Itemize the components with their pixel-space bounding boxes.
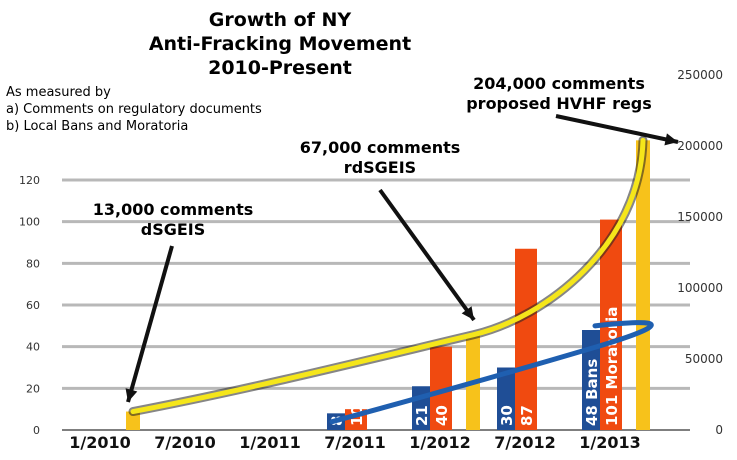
- title-line: Growth of NY: [208, 9, 352, 31]
- comments-bar: [636, 140, 650, 430]
- arrow-rdsgeis-shaft: [378, 188, 476, 322]
- left-tick-label: 20: [26, 382, 40, 395]
- x-tick-label: 7/2012: [494, 433, 556, 452]
- comments-bar: [126, 411, 140, 430]
- annotation-line: rdSGEIS: [343, 158, 417, 177]
- bans-value-label: 30: [498, 405, 516, 426]
- annotation-line: dSGEIS: [140, 220, 206, 239]
- bans-value-label: 48 Bans: [583, 359, 601, 426]
- chart-title: Growth of NY Anti-Fracking Movement 2010…: [120, 8, 440, 80]
- title-line: Anti-Fracking Movement: [148, 33, 412, 55]
- arrow-rdsgeis-head: [461, 306, 474, 320]
- annotation-line: 67,000 comments: [299, 138, 461, 157]
- right-tick-label: 150000: [677, 210, 723, 224]
- right-tick-label: 0: [715, 423, 723, 437]
- x-tick-label: 7/2010: [154, 433, 216, 452]
- bans-bar: [582, 330, 600, 430]
- left-tick-label: 100: [19, 216, 40, 229]
- right-tick-label: 100000: [677, 281, 723, 295]
- annotation-rdsgeis: 67,000 comments rdSGEIS: [282, 138, 478, 178]
- moratoria-value-label: 87: [518, 405, 536, 426]
- moratoria-value-label: 40: [433, 405, 451, 426]
- subtitle-line: a) Comments on regulatory documents: [6, 102, 262, 117]
- left-tick-label: 0: [33, 424, 40, 437]
- moratoria-bar: [430, 346, 452, 430]
- arrow-hvhf-head: [664, 133, 678, 146]
- moratoria-value-label: 101 Moratoria: [603, 307, 621, 426]
- moratoria-bar: [515, 248, 537, 430]
- left-tick-label: 120: [19, 174, 40, 187]
- arrow-dsgeis-head: [125, 388, 138, 402]
- title-line: 2010-Present: [208, 57, 352, 79]
- right-tick-label: 250000: [677, 68, 723, 82]
- x-tick-label: 1/2011: [239, 433, 301, 452]
- annotation-hvhf: 204,000 comments proposed HVHF regs: [446, 74, 672, 114]
- subtitle-line: As measured by: [6, 85, 111, 100]
- annotation-line: proposed HVHF regs: [466, 94, 652, 113]
- comments-trend-line: [130, 137, 646, 415]
- x-tick-label: 7/2011: [324, 433, 386, 452]
- annotation-dsgeis: 13,000 comments dSGEIS: [78, 200, 268, 240]
- bans-bar: [497, 367, 515, 430]
- right-tick-label: 50000: [685, 352, 723, 366]
- annotation-line: 13,000 comments: [92, 200, 254, 219]
- arrow-dsgeis-shaft: [126, 245, 174, 403]
- left-tick-label: 60: [26, 299, 40, 312]
- subtitle-line: b) Local Bans and Moratoria: [6, 119, 189, 134]
- x-tick-label: 1/2012: [409, 433, 471, 452]
- chart-subtitle: As measured by a) Comments on regulatory…: [6, 84, 262, 135]
- annotation-line: 204,000 comments: [473, 74, 645, 93]
- right-tick-label: 200000: [677, 139, 723, 153]
- x-tick-label: 1/2010: [69, 433, 131, 452]
- x-tick-label: 1/2013: [579, 433, 641, 452]
- arrow-hvhf-shaft: [555, 114, 679, 144]
- bans-value-label: 21: [413, 405, 431, 426]
- left-tick-label: 40: [26, 341, 40, 354]
- bans-trend-line: [329, 320, 654, 425]
- left-tick-label: 80: [26, 257, 40, 270]
